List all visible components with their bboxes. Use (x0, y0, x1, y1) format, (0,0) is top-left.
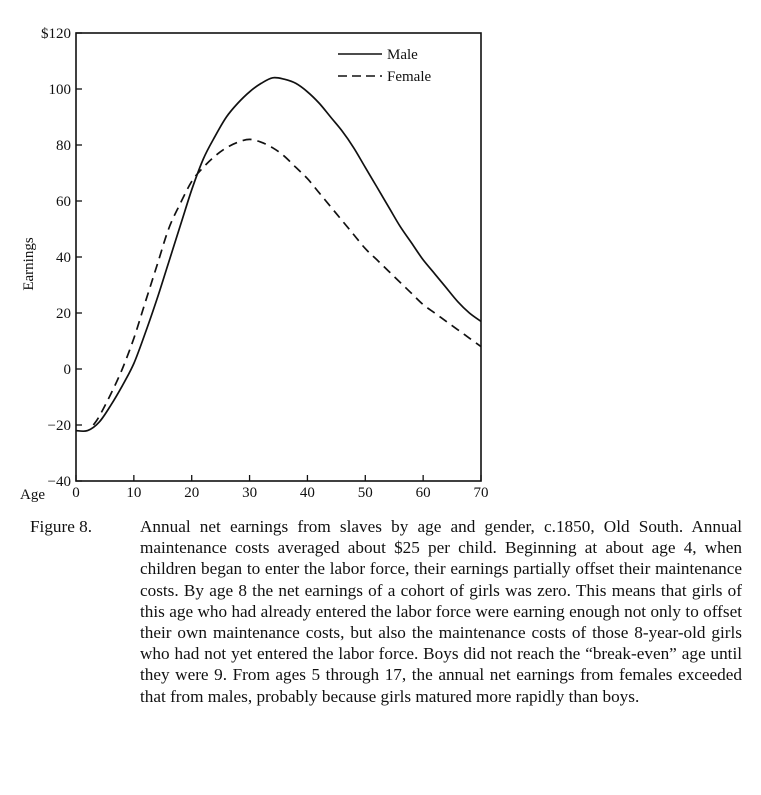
y-tick-label: 100 (49, 82, 72, 98)
series-line-female (92, 138, 482, 426)
x-axis-label: Age (20, 487, 45, 503)
legend-female-label: Female (387, 69, 431, 85)
y-tick-label: 80 (56, 138, 71, 154)
x-tick-label: 20 (184, 485, 199, 501)
y-tick-label: 0 (64, 362, 72, 378)
y-tick-label: −20 (48, 418, 71, 434)
y-axis-ticks: $120 100 80 60 40 20 0 −20 −40 (41, 26, 82, 490)
figure-caption: Figure 8. Annual net earnings from slave… (30, 516, 742, 707)
caption-text: Annual net earnings from slaves by age a… (140, 517, 742, 706)
x-tick-label: 60 (416, 485, 431, 501)
series-line-male (75, 76, 482, 433)
x-tick-label: 0 (72, 485, 80, 501)
y-tick-label: $120 (41, 26, 71, 42)
x-tick-label: 30 (242, 485, 257, 501)
y-tick-label: 60 (56, 194, 71, 210)
x-tick-label: 10 (126, 485, 141, 501)
caption-label: Figure 8. (30, 517, 93, 536)
earnings-chart: $120 100 80 60 40 20 0 −20 −40 0 10 20 30 40 50 60 70 E… (20, 26, 489, 503)
x-tick-label: 50 (358, 485, 373, 501)
x-tick-label: 70 (474, 485, 489, 501)
series-layer (75, 76, 482, 433)
legend-male-label: Male (387, 47, 418, 63)
legend: Male Female (338, 47, 431, 85)
y-tick-label: −40 (48, 474, 71, 490)
x-axis-ticks: 0 10 20 30 40 50 60 70 (72, 475, 489, 501)
y-axis-label: Earnings (21, 237, 37, 290)
x-tick-label: 40 (300, 485, 315, 501)
y-tick-label: 40 (56, 250, 71, 266)
y-tick-label: 20 (56, 306, 71, 322)
